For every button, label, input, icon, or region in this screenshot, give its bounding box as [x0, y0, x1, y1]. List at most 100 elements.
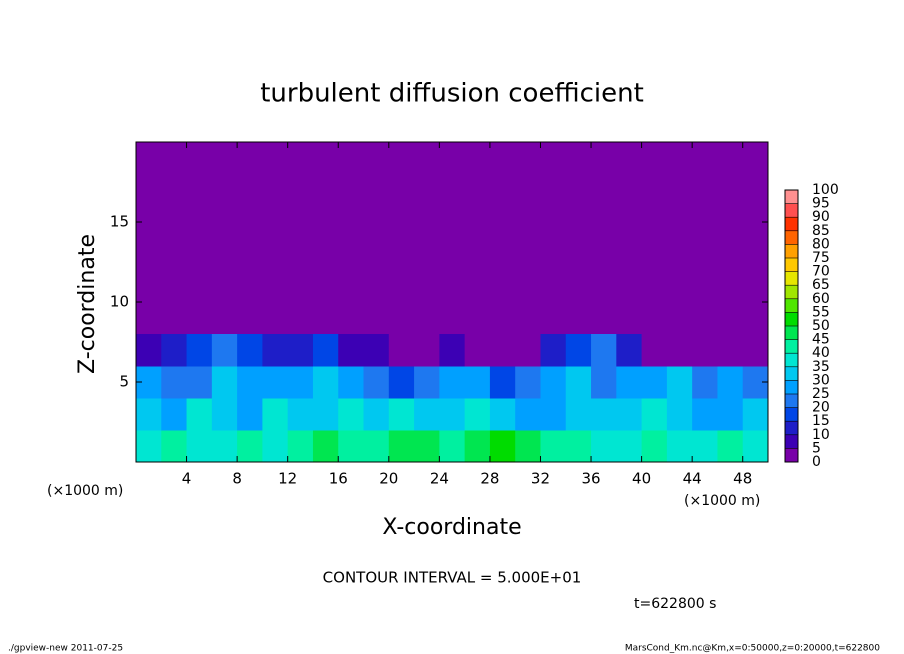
heatmap-cell — [414, 398, 440, 431]
colorbar-swatch — [785, 271, 798, 286]
colorbar-tick-label: 90 — [812, 209, 830, 225]
heatmap-cell — [616, 334, 643, 367]
colorbar-tick-label: 0 — [812, 454, 821, 470]
heatmap-cell — [591, 398, 617, 431]
heatmap-cell — [515, 366, 541, 399]
colorbar-tick-label: 35 — [812, 359, 830, 375]
heatmap-cell — [262, 430, 289, 463]
x-tick-label: 40 — [632, 470, 651, 488]
heatmap-cell — [161, 398, 188, 431]
heatmap-cell — [338, 366, 365, 399]
heatmap-cell — [540, 334, 567, 367]
heatmap-cell — [161, 430, 188, 463]
heatmap-cell — [641, 334, 668, 367]
heatmap-cell — [641, 366, 668, 399]
heatmap-cell — [565, 366, 592, 399]
heatmap-cell — [388, 430, 415, 463]
colorbar-tick-label: 50 — [812, 318, 830, 334]
y-tick-label: 15 — [110, 213, 129, 231]
heatmap-cell — [591, 430, 617, 463]
heatmap-cell — [489, 366, 516, 399]
heatmap-cell — [616, 398, 643, 431]
heatmap-cell — [489, 334, 516, 367]
colorbar-tick-label: 40 — [812, 345, 830, 361]
y-tick-label: 10 — [110, 293, 129, 311]
colorbar-swatch — [785, 339, 798, 354]
x-unit-label: (×1000 m) — [684, 493, 760, 509]
heatmap-cell — [338, 430, 365, 463]
heatmap-cell — [641, 430, 668, 463]
heatmap-cell — [464, 430, 491, 463]
heatmap-cell — [692, 366, 718, 399]
colorbar-tick-label: 10 — [812, 427, 830, 443]
x-tick-label: 28 — [480, 470, 499, 488]
colorbar-swatch — [785, 244, 798, 258]
heatmap-cell — [237, 430, 263, 463]
colorbar-tick-label: 70 — [812, 264, 830, 280]
heatmap-cell — [312, 430, 339, 463]
heatmap-cell — [742, 398, 769, 431]
colorbar-swatch — [785, 312, 798, 326]
heatmap-cell — [312, 366, 339, 399]
colorbar-swatch — [785, 448, 798, 462]
heatmap-cell — [717, 334, 744, 367]
colorbar-swatch — [785, 326, 798, 340]
heatmap-cell — [338, 334, 365, 367]
heatmap-cell — [565, 430, 592, 463]
colorbar-swatch — [785, 298, 798, 313]
colorbar-swatch — [785, 366, 798, 381]
heatmap-cell — [692, 334, 718, 367]
heatmap-cell — [312, 334, 339, 367]
heatmap-cell — [717, 366, 744, 399]
heatmap-cell — [287, 430, 314, 463]
heatmap-cell — [439, 334, 466, 367]
heatmap-cell — [161, 366, 188, 399]
colorbar-tick-label: 45 — [812, 332, 830, 348]
heatmap-cell — [489, 430, 516, 463]
heatmap-cell — [237, 334, 263, 367]
heatmap-cell — [666, 366, 693, 399]
colorbar-swatch — [785, 285, 798, 299]
colorbar-swatch — [785, 407, 798, 422]
colorbar-tick-label: 5 — [812, 440, 821, 456]
heatmap-cell — [540, 430, 567, 463]
heatmap-cell — [692, 398, 718, 431]
heatmap-cell — [312, 398, 339, 431]
heatmap-cell — [136, 430, 162, 463]
heatmap-cell — [591, 366, 617, 399]
y-tick-label: 5 — [119, 373, 129, 391]
colorbar-tick-label: 95 — [812, 196, 830, 212]
heatmap-cell — [237, 398, 263, 431]
heatmap-cell — [439, 430, 466, 463]
heatmap-cell — [565, 398, 592, 431]
heatmap-cell — [464, 398, 491, 431]
footer-left: ./gpview-new 2011-07-25 — [8, 644, 123, 654]
heatmap-cell — [464, 366, 491, 399]
heatmap-cell — [515, 334, 541, 367]
colorbar-tick-label: 55 — [812, 304, 830, 320]
x-axis-label: X-coordinate — [382, 515, 521, 540]
heatmap-cell — [692, 430, 718, 463]
colorbar-tick-label: 15 — [812, 413, 830, 429]
colorbar-tick-label: 80 — [812, 236, 830, 252]
x-tick-label: 44 — [683, 470, 702, 488]
heatmap-cell — [262, 334, 289, 367]
heatmap-cell — [363, 334, 390, 367]
colorbar-swatch — [785, 217, 798, 231]
colorbar-swatch — [785, 203, 798, 218]
heatmap-cell — [591, 334, 617, 367]
heatmap-cell — [414, 366, 440, 399]
heatmap-cell — [211, 430, 238, 463]
heatmap-cell — [388, 366, 415, 399]
heatmap-cell — [439, 398, 466, 431]
heatmap-cell — [161, 334, 188, 367]
colorbar-tick-label: 85 — [812, 223, 830, 239]
colorbar-tick-label: 75 — [812, 250, 830, 266]
colorbar-tick-label: 60 — [812, 291, 830, 307]
colorbar-tick-label: 25 — [812, 386, 830, 402]
heatmap-cell — [262, 366, 289, 399]
heatmap-cell — [641, 398, 668, 431]
colorbar-swatch — [785, 434, 798, 449]
y-axis-label: Z-coordinate — [75, 234, 100, 374]
